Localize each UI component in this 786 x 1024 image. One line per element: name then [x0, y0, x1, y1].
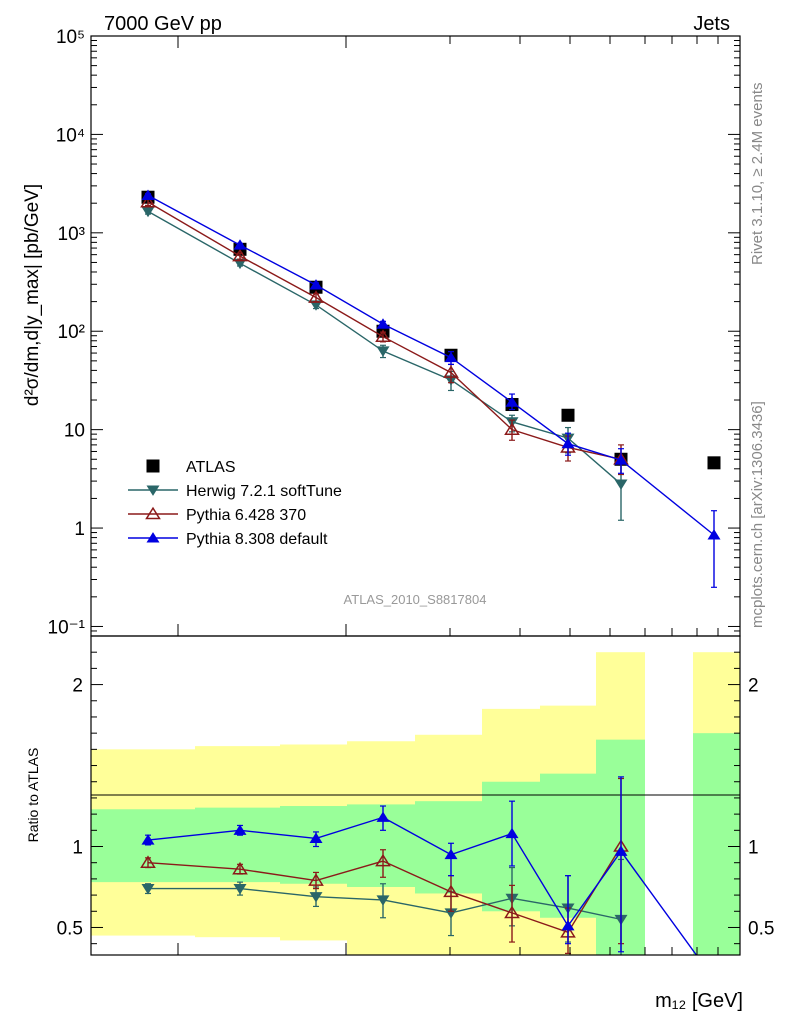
main-y-tick-label: 10³	[58, 224, 85, 245]
legend: ATLAS Herwig 7.2.1 softTune Pythia 6.428 3…	[128, 459, 342, 548]
herwig-7-2-1-softtune-point	[376, 895, 390, 906]
ratio-y-tick-label-left: 2	[72, 676, 83, 697]
pythia-8-308-default-point	[309, 279, 323, 290]
ratio-y-ticks: 0.5 0.5 1 1 2 2	[57, 651, 774, 945]
pythia-6-428-370-point	[443, 884, 459, 898]
pythia-6-428-370-point	[308, 873, 324, 886]
ratio-y-tick-label-left: 0.5	[57, 918, 83, 939]
pythia-8-308-default-point	[309, 832, 323, 843]
herwig-7-2-1-softtune-point	[309, 892, 323, 903]
pythia-6-428-370-point	[375, 329, 391, 342]
herwig-7-2-1-softtune-point	[444, 908, 458, 919]
pythia-8-308-default-point	[707, 529, 721, 540]
pythia-6-428-370-point	[504, 905, 520, 919]
ratio-y-tick-label-right: 2	[748, 676, 759, 697]
pythia-6-428-370-point	[232, 248, 248, 262]
herwig-7-2-1-softtune-line	[148, 887, 622, 921]
ratio-panel: 0.5 0.5 1 1 2 2	[57, 635, 774, 956]
x-axis-label: m₁₂ [GeV]	[655, 990, 743, 1012]
mcplots-label: mcplots.cern.ch [arXiv:1306.3436]	[749, 401, 766, 628]
pythia-8-308-default-point	[233, 239, 247, 250]
legend-label-pythia-6-428-370: Pythia 6.428 370	[186, 507, 306, 524]
pythia-8-308-default-point	[614, 845, 628, 856]
ratio-panel-frame	[90, 635, 741, 956]
main-y-axis-label: d²σ/dm,d|y_max| [pb/GeV]	[22, 184, 43, 406]
main-y-tick-label: 1	[74, 519, 85, 540]
atlas-point	[561, 408, 575, 422]
pythia-8-308-default-point	[141, 834, 155, 845]
legend-marker-atlas	[146, 459, 160, 473]
green-band-1	[195, 807, 280, 883]
pythia-8-308-default-point	[444, 351, 458, 363]
herwig-7-2-1-softtune-line	[147, 210, 622, 485]
green-band-0	[91, 809, 195, 883]
pythia-6-428-370-point	[232, 861, 248, 875]
pythia-8-308-default-point	[376, 318, 390, 329]
ratio-uncertainty-bands	[91, 652, 740, 955]
pythia-6-428-370-point	[140, 194, 156, 208]
main-y-ticks: 10⁻¹ 1 10 10² 10³ 10⁴ 10⁵	[48, 27, 740, 638]
atlas-point	[707, 456, 721, 470]
green-band-5	[482, 781, 540, 912]
pythia-6-428-370-point	[308, 290, 324, 303]
ratio-series	[140, 776, 698, 955]
pythia-8-308-default-point	[505, 827, 519, 839]
herwig-7-2-1-softtune-point	[141, 884, 155, 895]
legend-marker-herwig-7-2-1-softtune	[146, 485, 160, 496]
herwig-7-2-1-softtune-point	[233, 884, 247, 895]
main-series	[140, 189, 721, 588]
pythia-6-428-370-line	[147, 846, 622, 934]
header-left-label: 7000 GeV pp	[104, 13, 222, 35]
pythia-6-428-370-point	[375, 853, 391, 867]
pythia-8-308-default-point	[561, 437, 575, 449]
legend-marker-pythia-6-428-370	[145, 506, 161, 520]
main-y-tick-label: 10²	[58, 322, 85, 343]
main-y-tick-label: 10⁻¹	[48, 617, 86, 638]
legend-label-pythia-8-308-default: Pythia 8.308 default	[186, 531, 328, 548]
herwig-7-2-1-softtune-point	[376, 346, 390, 357]
main-panel: 10⁻¹ 1 10 10² 10³ 10⁴ 10⁵	[48, 27, 741, 638]
ratio-y-tick-label-right: 1	[748, 838, 759, 859]
pythia-6-428-370-point	[443, 365, 459, 378]
pythia-6-428-370-line	[147, 201, 622, 460]
legend-label-atlas: ATLAS	[186, 459, 236, 476]
pythia-6-428-370-point	[140, 855, 156, 869]
pythia-8-308-default-point	[233, 824, 247, 835]
herwig-7-2-1-softtune-point	[309, 300, 323, 311]
green-band-8	[693, 733, 740, 955]
rivet-label: Rivet 3.1.10, ≥ 2.4M events	[749, 83, 766, 266]
header-right-label: Jets	[693, 13, 730, 35]
main-y-tick-label: 10⁴	[56, 125, 85, 146]
main-y-tick-label: 10⁵	[56, 27, 85, 48]
herwig-7-2-1-softtune-point	[141, 206, 155, 218]
pythia-8-308-default-point	[561, 920, 575, 931]
x-axis-ticks	[177, 36, 719, 955]
legend-label-herwig-7-2-1-softtune: Herwig 7.2.1 softTune	[186, 483, 342, 500]
herwig-7-2-1-softtune-point	[614, 479, 628, 490]
pythia-8-308-default-point	[376, 811, 390, 822]
pythia-8-308-default-point	[141, 189, 155, 200]
ratio-y-axis-label: Ratio to ATLAS	[25, 748, 41, 843]
pythia-8-308-default-point	[505, 396, 519, 407]
pythia-8-308-default-point	[614, 454, 628, 465]
ratio-y-tick-label-right: 0.5	[748, 918, 774, 939]
analysis-id-label: ATLAS_2010_S8817804	[344, 592, 487, 607]
pythia-8-308-default-point	[444, 848, 458, 860]
pythia-6-428-370-point	[504, 422, 520, 435]
legend-marker-pythia-8-308-default	[146, 532, 160, 543]
main-y-tick-label: 10	[64, 421, 85, 442]
green-band-2	[280, 806, 347, 884]
ratio-y-tick-label-left: 1	[72, 838, 83, 859]
